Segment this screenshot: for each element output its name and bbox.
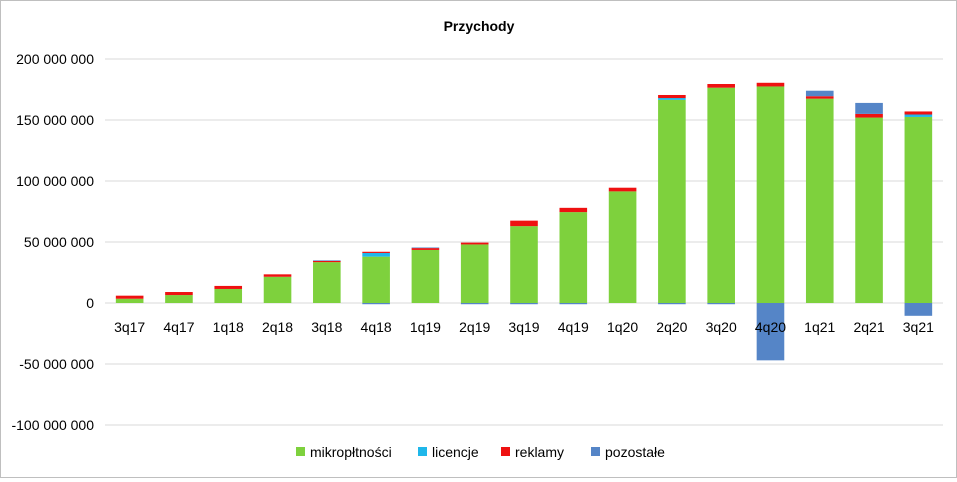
- x-tick-label: 3q20: [706, 319, 737, 335]
- bar-segment: [362, 251, 390, 253]
- bar-segment: [658, 99, 686, 304]
- bar-segment: [559, 303, 588, 305]
- y-axis-ticks: 200 000 000 150 000 000 100 000 000 50 000 …: [11, 51, 94, 433]
- bar-segment: [559, 207, 588, 213]
- bars: [115, 82, 933, 361]
- bar-segment: [608, 191, 637, 303]
- chart-title: Przychody: [444, 18, 515, 34]
- bar-segment: [855, 113, 883, 118]
- bar-segment: [510, 220, 538, 227]
- x-tick-label: 4q17: [163, 319, 194, 335]
- legend-label: pozostałe: [605, 444, 665, 460]
- y-tick-label: -50 000 000: [19, 356, 94, 372]
- bar-segment: [658, 94, 686, 99]
- bar-segment: [510, 303, 538, 305]
- bar-segment: [658, 303, 686, 305]
- bar-segment: [707, 87, 735, 303]
- bar-segment: [805, 90, 834, 97]
- x-axis-ticks: 3q17 4q17 1q18 2q18 3q18 4q18 1q19 2q19 3q19 4q19…: [114, 319, 934, 335]
- bar-segment: [214, 288, 243, 303]
- x-tick-label: 1q18: [213, 319, 244, 335]
- x-tick-label: 4q18: [361, 319, 392, 335]
- y-tick-label: 150 000 000: [16, 112, 94, 128]
- bar-segment: [904, 116, 933, 303]
- bar-segment: [214, 285, 243, 289]
- bar-segment: [115, 298, 144, 303]
- bar-segment: [411, 248, 440, 250]
- x-tick-label: 2q19: [459, 319, 490, 335]
- bar-segment: [608, 187, 637, 192]
- bar-segment: [460, 303, 489, 305]
- bar-segment: [460, 242, 489, 245]
- legend-label: mikropłtności: [310, 444, 392, 460]
- bar-segment: [165, 295, 193, 303]
- bar-segment: [904, 303, 933, 316]
- x-tick-label: 2q18: [262, 319, 293, 335]
- x-tick-label: 2q21: [853, 319, 884, 335]
- bar-segment: [805, 98, 834, 304]
- bar-segment: [411, 249, 440, 303]
- x-tick-label: 3q21: [903, 319, 934, 335]
- y-tick-label: 100 000 000: [16, 173, 94, 189]
- legend-swatch: [501, 447, 510, 456]
- legend-label: licencje: [432, 444, 479, 460]
- bar-segment: [756, 86, 785, 303]
- legend: mikropłtności licencje reklamy pozostałe: [296, 444, 665, 460]
- x-tick-label: 3q18: [311, 319, 342, 335]
- bar-segment: [904, 114, 933, 117]
- x-tick-label: 3q19: [508, 319, 539, 335]
- x-tick-label: 2q20: [656, 319, 687, 335]
- bar-segment: [263, 276, 292, 303]
- legend-swatch: [296, 447, 305, 456]
- bar-segment: [313, 260, 341, 261]
- bar-segment: [510, 226, 538, 303]
- bar-segment: [313, 260, 341, 263]
- bar-segment: [263, 274, 292, 277]
- y-tick-label: 50 000 000: [24, 234, 94, 250]
- bar-segment: [904, 111, 933, 115]
- bar-segment: [559, 212, 588, 303]
- bar-segment: [313, 262, 341, 303]
- x-tick-label: 1q21: [804, 319, 835, 335]
- x-tick-label: 1q19: [410, 319, 441, 335]
- bar-segment: [756, 82, 785, 87]
- bar-segment: [165, 292, 193, 296]
- legend-swatch: [591, 447, 600, 456]
- y-tick-label: 0: [86, 295, 94, 311]
- bar-segment: [756, 303, 785, 361]
- bar-segment: [362, 252, 390, 257]
- y-tick-label: -100 000 000: [11, 417, 94, 433]
- bar-segment: [658, 98, 686, 100]
- bar-segment: [707, 303, 735, 305]
- y-tick-label: 200 000 000: [16, 51, 94, 67]
- legend-label: reklamy: [515, 444, 564, 460]
- x-tick-label: 4q19: [558, 319, 589, 335]
- bar-segment: [362, 303, 390, 305]
- x-tick-label: 4q20: [755, 319, 786, 335]
- x-tick-label: 3q17: [114, 319, 145, 335]
- bar-segment: [855, 102, 883, 114]
- bar-segment: [855, 117, 883, 303]
- bar-segment: [460, 244, 489, 303]
- bar-segment: [115, 295, 144, 299]
- x-tick-label: 1q20: [607, 319, 638, 335]
- bar-segment: [362, 256, 390, 303]
- legend-swatch: [418, 447, 427, 456]
- bar-segment: [411, 247, 440, 249]
- bar-segment: [805, 96, 834, 99]
- bar-segment: [707, 84, 735, 88]
